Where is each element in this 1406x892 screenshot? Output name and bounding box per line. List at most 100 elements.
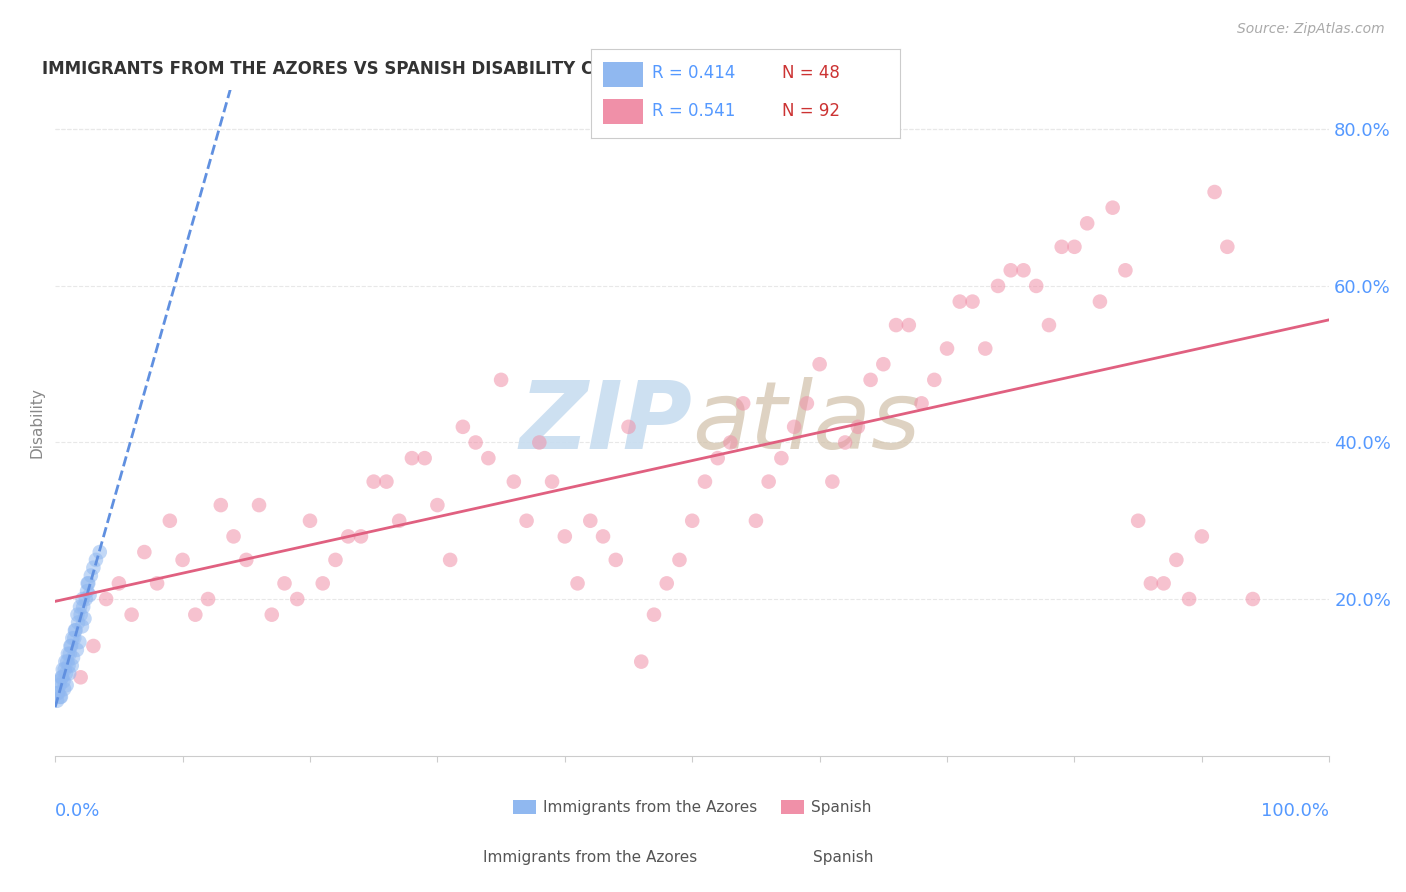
Point bbox=[197, 592, 219, 607]
Point bbox=[134, 545, 156, 559]
Point bbox=[69, 607, 91, 622]
Point bbox=[82, 560, 104, 574]
Point bbox=[51, 670, 73, 684]
Point bbox=[1101, 201, 1123, 215]
Point bbox=[49, 690, 72, 704]
Point bbox=[1025, 279, 1047, 293]
Point bbox=[477, 451, 499, 466]
Point bbox=[48, 686, 70, 700]
Point bbox=[1191, 529, 1213, 543]
Point bbox=[643, 607, 665, 622]
Text: 100.0%: 100.0% bbox=[1261, 802, 1329, 820]
Text: R = 0.541: R = 0.541 bbox=[652, 102, 735, 120]
Point bbox=[69, 670, 91, 684]
Point bbox=[502, 475, 524, 489]
Point bbox=[312, 576, 335, 591]
Text: Spanish: Spanish bbox=[814, 850, 873, 865]
Point bbox=[439, 553, 461, 567]
Point bbox=[172, 553, 194, 567]
Point bbox=[796, 396, 818, 410]
Point bbox=[94, 592, 117, 607]
Point bbox=[51, 670, 73, 684]
Point bbox=[388, 514, 411, 528]
Point bbox=[67, 615, 90, 630]
Point bbox=[1216, 240, 1239, 254]
Point bbox=[53, 681, 76, 696]
Point bbox=[60, 639, 83, 653]
Point bbox=[325, 553, 347, 567]
Point bbox=[451, 420, 474, 434]
Point bbox=[67, 635, 90, 649]
Point bbox=[63, 624, 86, 638]
Point bbox=[693, 475, 716, 489]
Point bbox=[285, 592, 308, 607]
Point bbox=[758, 475, 780, 489]
Point bbox=[859, 373, 882, 387]
Point bbox=[48, 674, 70, 689]
Point bbox=[605, 553, 627, 567]
Point bbox=[808, 357, 831, 371]
Point bbox=[72, 592, 94, 607]
Point bbox=[60, 658, 83, 673]
Point bbox=[821, 475, 844, 489]
Point bbox=[1241, 592, 1264, 607]
Point bbox=[60, 631, 83, 645]
Point bbox=[733, 396, 755, 410]
Point bbox=[337, 529, 360, 543]
Point bbox=[209, 498, 232, 512]
Bar bbox=[603, 62, 643, 87]
Point bbox=[529, 435, 551, 450]
Text: 0.0%: 0.0% bbox=[55, 802, 101, 820]
Point bbox=[59, 647, 82, 661]
Point bbox=[66, 643, 89, 657]
Point bbox=[630, 655, 652, 669]
Point bbox=[159, 514, 181, 528]
Point bbox=[62, 650, 84, 665]
Point bbox=[1063, 240, 1085, 254]
Point bbox=[56, 655, 79, 669]
Point bbox=[846, 420, 869, 434]
Point bbox=[1204, 185, 1226, 199]
Point bbox=[834, 435, 856, 450]
Point bbox=[401, 451, 423, 466]
Point bbox=[260, 607, 283, 622]
Point bbox=[541, 475, 564, 489]
Point bbox=[121, 607, 143, 622]
Point bbox=[910, 396, 932, 410]
Y-axis label: Disability: Disability bbox=[30, 387, 44, 458]
Point bbox=[48, 678, 70, 692]
Point bbox=[80, 568, 103, 582]
Point bbox=[1038, 318, 1060, 332]
Point bbox=[936, 342, 959, 356]
Point bbox=[413, 451, 436, 466]
Point bbox=[1050, 240, 1073, 254]
Point bbox=[1140, 576, 1163, 591]
Point bbox=[745, 514, 768, 528]
Point bbox=[464, 435, 486, 450]
Point bbox=[273, 576, 295, 591]
Point bbox=[146, 576, 169, 591]
Point bbox=[298, 514, 321, 528]
Point bbox=[770, 451, 793, 466]
Point bbox=[82, 639, 104, 653]
Point bbox=[72, 599, 94, 614]
Point bbox=[363, 475, 385, 489]
Point bbox=[184, 607, 207, 622]
Point bbox=[974, 342, 997, 356]
Point bbox=[222, 529, 245, 543]
Point bbox=[58, 658, 80, 673]
Point bbox=[987, 279, 1010, 293]
Point bbox=[69, 599, 91, 614]
Point bbox=[567, 576, 589, 591]
Point bbox=[1088, 294, 1111, 309]
Point bbox=[70, 619, 93, 633]
Point bbox=[1178, 592, 1201, 607]
Point bbox=[655, 576, 678, 591]
Text: Immigrants from the Azores: Immigrants from the Azores bbox=[484, 850, 697, 865]
Text: ZIP: ZIP bbox=[519, 377, 692, 469]
Text: IMMIGRANTS FROM THE AZORES VS SPANISH DISABILITY CORRELATION CHART: IMMIGRANTS FROM THE AZORES VS SPANISH DI… bbox=[42, 60, 780, 78]
Text: N = 48: N = 48 bbox=[782, 64, 841, 82]
Point bbox=[1153, 576, 1175, 591]
Point bbox=[49, 690, 72, 704]
Text: R = 0.414: R = 0.414 bbox=[652, 64, 735, 82]
